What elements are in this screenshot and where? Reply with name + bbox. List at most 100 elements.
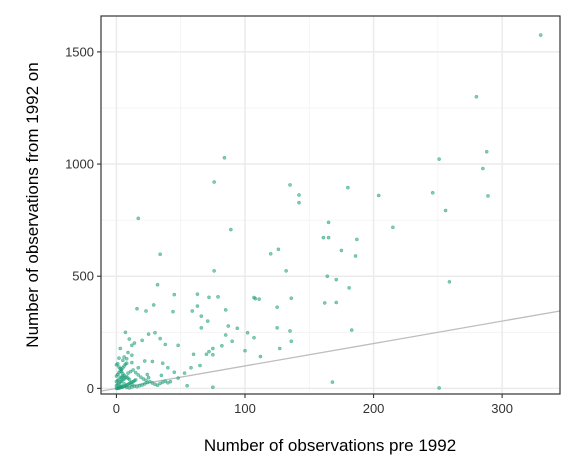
data-point [146,375,151,380]
data-point [182,371,187,375]
data-point [297,200,301,205]
data-point [325,274,330,279]
data-point [243,348,247,353]
data-point [189,365,193,370]
x-tick-label: 100 [234,401,256,416]
data-point [322,301,327,305]
data-point [121,358,125,363]
data-point [437,386,441,390]
data-point [163,342,168,347]
data-point [142,359,147,363]
x-axis-title: Number of observations pre 1992 [204,436,456,455]
data-point [124,361,129,366]
data-point [288,329,292,333]
data-point [122,355,126,359]
data-point [121,374,125,378]
plot-panel-background [101,16,560,394]
data-point [220,343,224,348]
data-point [289,339,294,344]
data-point [185,383,189,388]
data-point [207,295,211,300]
data-point [484,149,489,154]
data-point [127,377,132,382]
data-point [140,338,144,343]
data-point [230,339,234,344]
data-point [118,346,123,351]
data-point [115,378,120,383]
data-point [211,352,215,357]
data-point [276,247,281,252]
data-point [145,372,150,377]
data-point [355,237,359,242]
x-axis-ticks: 0 100 200 300 [113,394,513,416]
data-point [136,365,141,370]
data-point [190,309,195,313]
data-point [222,155,227,160]
data-point [235,326,240,331]
data-point [176,343,180,348]
data-point [376,193,381,198]
x-tick-label: 200 [363,401,385,416]
y-axis-ticks: 0 500 1000 1500 [65,44,101,396]
data-point [474,94,479,99]
data-point [144,309,148,313]
data-point [216,295,220,299]
data-point [151,303,156,307]
y-tick-label: 1000 [65,157,94,172]
data-point [245,330,250,335]
data-point [207,349,211,354]
data-point [538,33,543,37]
data-point [229,227,233,232]
data-point [131,368,135,372]
data-point [268,251,273,256]
data-point [339,248,344,253]
data-point [226,324,231,328]
data-point [330,380,335,384]
data-point [127,337,132,341]
x-tick-label: 0 [113,401,120,416]
data-point [130,353,134,358]
data-point [150,359,155,364]
data-point [123,330,128,335]
y-tick-label: 500 [72,269,94,284]
data-point [199,314,204,319]
data-point [117,356,121,360]
data-point [211,385,215,390]
x-tick-label: 300 [491,401,513,416]
data-point [326,220,331,225]
data-point [212,268,216,273]
data-point [133,370,138,375]
data-point [130,343,134,348]
data-point [133,378,138,382]
y-tick-label: 0 [87,381,94,396]
data-point [172,370,177,375]
data-point [349,328,354,332]
data-point [176,376,180,380]
data-point [326,235,331,240]
data-point [136,216,141,221]
data-point [158,336,162,341]
data-point [257,297,261,301]
data-point [136,373,141,377]
grid-lines [101,16,560,394]
data-point [199,325,204,330]
data-point [275,305,279,310]
data-point [144,378,148,383]
data-point [115,361,120,366]
data-point [275,325,279,330]
data-point [443,208,448,213]
data-point [158,252,162,257]
data-point [195,292,200,297]
data-point [205,319,210,323]
data-point [171,309,175,314]
data-point [132,341,137,345]
data-point [223,333,228,337]
data-point [430,190,435,195]
data-point [130,385,134,389]
data-point [212,180,216,184]
data-point [437,157,441,161]
data-point [334,277,339,282]
data-point [346,185,350,190]
y-tick-label: 1500 [65,44,94,59]
data-point [258,354,263,359]
